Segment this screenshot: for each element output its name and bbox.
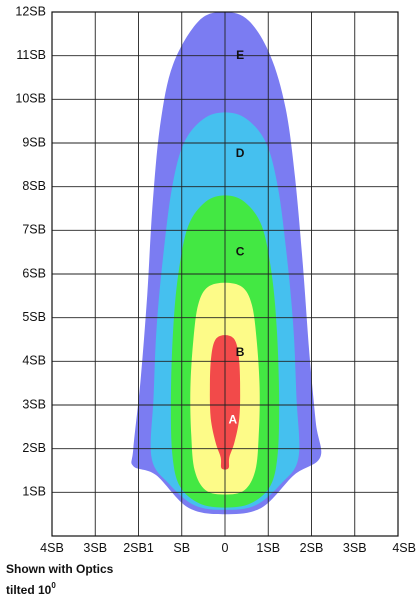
beam-pattern-chart: E D C B A 1SB 2SB 3SB 4SB 5SB 6SB 7SB 8SB 9SB 10SB 11S… [15, 4, 416, 555]
optics-caption: Shown with Optics tilted 100 [6, 561, 176, 599]
zone-e-label: E [236, 48, 244, 62]
x-tick-label: 2SB [300, 541, 324, 555]
chart-grid [51, 11, 399, 537]
x-axis-tick-labels: 4SB 3SB 2SB1 SB 0 1SB 2SB 3SB 4SB [40, 541, 416, 555]
y-tick-label: 5SB [22, 310, 46, 324]
zone-c-label: C [236, 244, 245, 258]
x-tick-label: 0 [222, 541, 229, 555]
x-tick-label: 2SB1 [123, 541, 154, 555]
y-tick-label: 7SB [22, 223, 46, 237]
y-tick-label: 4SB [22, 354, 46, 368]
y-tick-label: 1SB [22, 485, 46, 499]
x-tick-label: 3SB [343, 541, 367, 555]
zone-b-label: B [236, 345, 245, 359]
zone-d-label: D [236, 146, 245, 160]
x-tick-label: 4SB [40, 541, 64, 555]
x-tick-label: 3SB [83, 541, 107, 555]
plot-frame [51, 11, 399, 537]
y-tick-label: 3SB [22, 397, 46, 411]
caption-degree: 0 [51, 581, 56, 590]
caption-tilt-text: tilted 10 [6, 583, 52, 597]
y-tick-label: 2SB [22, 441, 46, 455]
y-tick-label: 11SB [16, 48, 46, 62]
beam-zones [131, 12, 322, 515]
x-tick-label: SB [173, 541, 190, 555]
caption-line-2: tilted 100 [6, 578, 176, 599]
zone-labels: E D C B A [228, 48, 244, 427]
caption-line-1: Shown with Optics [6, 562, 114, 576]
y-tick-label: 9SB [22, 135, 46, 149]
x-tick-label: 4SB [392, 541, 416, 555]
y-axis-tick-labels: 1SB 2SB 3SB 4SB 5SB 6SB 7SB 8SB 9SB 10SB 11SB 12SB [15, 4, 46, 498]
y-tick-label: 10SB [15, 92, 46, 106]
y-tick-label: 12SB [15, 4, 46, 18]
y-tick-label: 8SB [22, 179, 46, 193]
zone-a-label: A [228, 412, 237, 426]
y-tick-label: 6SB [22, 266, 46, 280]
x-tick-label: 1SB [256, 541, 280, 555]
